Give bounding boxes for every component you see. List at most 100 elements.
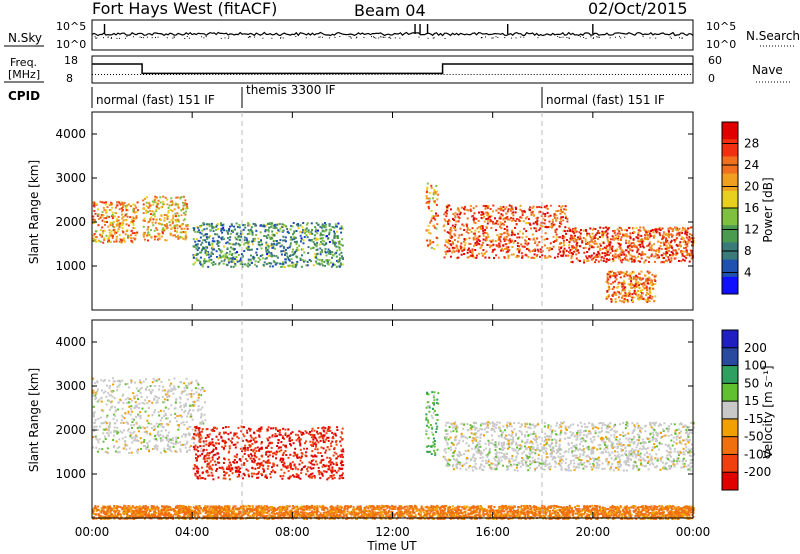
power-cell	[561, 234, 564, 237]
power-cell	[296, 260, 299, 263]
velocity-cell	[94, 391, 97, 394]
power-cell	[111, 237, 114, 239]
power-cell	[612, 286, 615, 289]
velocity-cell	[163, 401, 166, 404]
power-cell	[134, 211, 137, 214]
velocity-cell	[144, 410, 147, 413]
power-cell	[146, 221, 149, 224]
power-cell	[633, 284, 636, 287]
power-cell	[216, 233, 219, 236]
power-cell	[488, 244, 491, 247]
power-cell	[284, 253, 286, 256]
power-cell	[541, 225, 544, 228]
power-cell	[592, 227, 595, 230]
power-cell	[307, 231, 310, 234]
nave-dot	[485, 74, 487, 75]
power-cell	[490, 220, 493, 223]
velocity-cell	[180, 392, 183, 395]
power-cell	[677, 248, 680, 251]
velocity-cell	[242, 447, 245, 450]
velocity-cell	[228, 465, 231, 468]
velocity-cell	[261, 455, 264, 458]
power-cell	[291, 238, 294, 241]
nave-dot	[554, 74, 556, 75]
velocity-cell	[280, 441, 283, 444]
power-cell	[215, 250, 218, 253]
power-cell	[147, 210, 150, 213]
power-cell	[648, 241, 651, 244]
power-cell	[482, 249, 485, 252]
velocity-cell	[242, 472, 245, 475]
power-cell	[298, 230, 301, 233]
power-cell	[620, 261, 623, 264]
power-cell	[216, 241, 219, 244]
power-cell	[257, 260, 260, 263]
power-cell	[176, 196, 179, 199]
power-cell	[225, 242, 228, 245]
power-cell	[510, 205, 513, 208]
velocity-cell	[287, 456, 290, 459]
power-cell	[177, 236, 180, 239]
power-cell	[505, 206, 508, 209]
velocity-cell	[267, 426, 270, 429]
power-cell	[564, 215, 567, 218]
power-cell	[555, 233, 558, 236]
power-cell	[683, 255, 686, 258]
power-cell	[652, 283, 655, 286]
velocity-cell	[167, 423, 170, 426]
power-cell	[320, 237, 323, 240]
velocity-cell	[308, 432, 310, 435]
velocity-cell	[201, 428, 204, 431]
power-cell	[194, 243, 197, 246]
power-cell	[634, 280, 637, 283]
nsearch-dot	[583, 36, 585, 38]
power-cell	[598, 236, 601, 238]
power-cell	[507, 248, 509, 251]
power-cell	[474, 241, 477, 244]
power-cell	[108, 231, 111, 234]
power-cell	[651, 295, 654, 298]
power-cell	[155, 218, 158, 221]
power-cell	[202, 239, 205, 242]
power-cell	[208, 236, 210, 239]
power-cell	[119, 222, 122, 225]
power-cell	[317, 223, 320, 226]
power-cell	[143, 219, 146, 222]
power-cell	[280, 265, 283, 268]
velocity-cell	[228, 461, 231, 464]
velocity-cell	[309, 462, 312, 465]
velocity-cell	[122, 393, 125, 396]
velocity-cell	[124, 440, 127, 443]
power-cell	[295, 264, 298, 267]
nave-dot	[317, 74, 319, 75]
power-cell	[674, 238, 677, 241]
velocity-cell	[112, 417, 115, 420]
velocity-cell	[167, 434, 169, 437]
velocity-cell	[197, 429, 200, 432]
power-cell	[427, 197, 430, 200]
velocity-cell	[282, 464, 285, 466]
power-cell	[239, 257, 242, 260]
power-cell	[589, 234, 591, 237]
power-cell	[621, 288, 624, 291]
power-cell	[122, 206, 124, 209]
nave-dot	[596, 74, 598, 75]
power-cell	[686, 243, 689, 246]
nave-dot	[413, 74, 415, 75]
nave-dot	[557, 74, 559, 75]
velocity-cell	[430, 453, 433, 455]
velocity-cell	[94, 382, 97, 385]
power-cell	[578, 245, 581, 248]
power-cell	[565, 232, 568, 235]
power-cell	[200, 243, 203, 246]
power-cell	[512, 241, 515, 244]
nsearch-dot	[558, 36, 560, 38]
power-cell	[557, 252, 560, 255]
power-cell	[293, 230, 296, 233]
power-cell	[455, 249, 458, 252]
power-cell	[183, 227, 186, 230]
power-cell	[204, 239, 206, 242]
power-cell	[145, 201, 148, 204]
power-cell	[475, 205, 478, 208]
power-cell	[169, 224, 172, 227]
